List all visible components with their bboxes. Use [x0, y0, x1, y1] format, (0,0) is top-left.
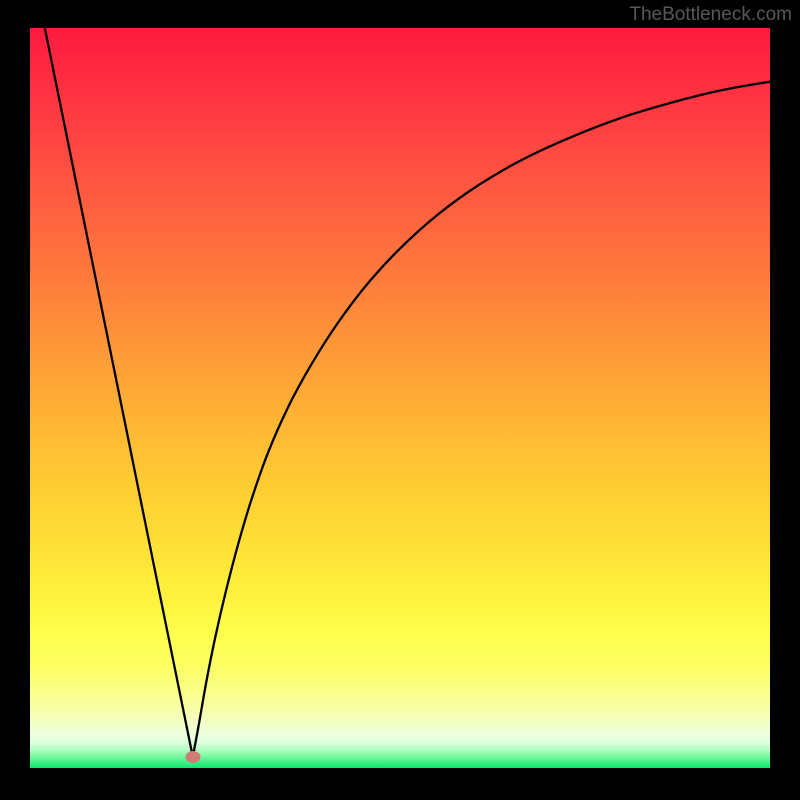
chart-container: TheBottleneck.com	[0, 0, 800, 800]
bottleneck-curve	[45, 28, 770, 757]
plot-area	[30, 28, 770, 768]
watermark-text: TheBottleneck.com	[629, 4, 792, 26]
curve-svg	[30, 28, 770, 768]
vertex-marker	[185, 751, 200, 763]
